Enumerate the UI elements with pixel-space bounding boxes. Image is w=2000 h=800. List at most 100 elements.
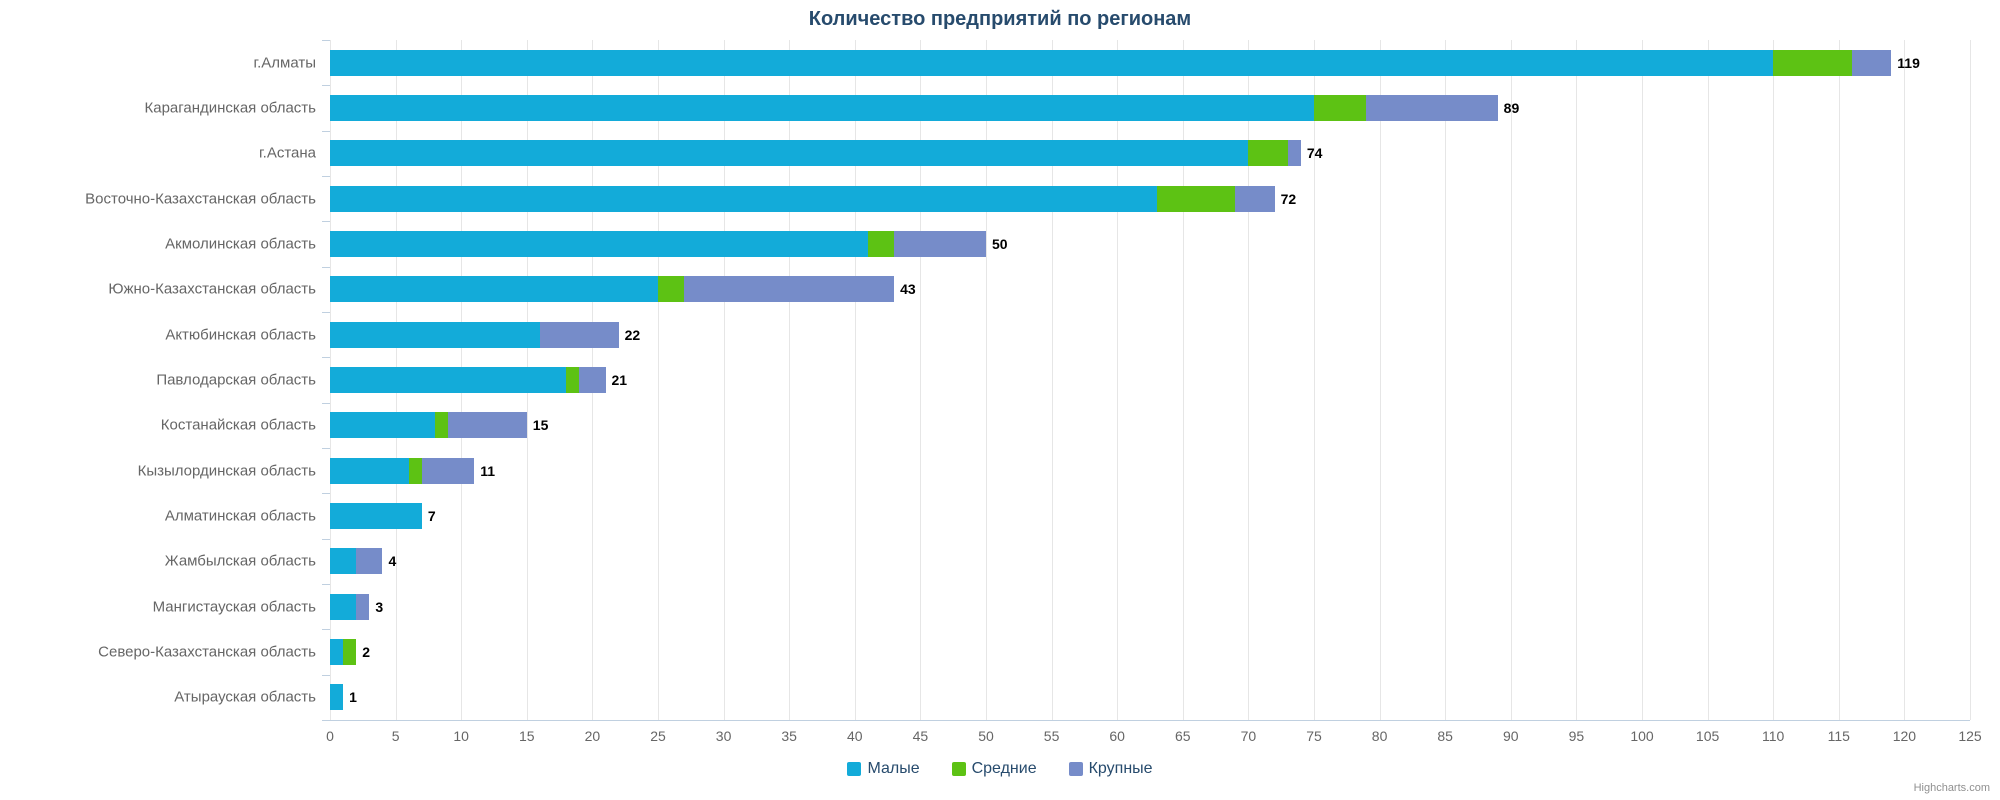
bar-segment[interactable]	[330, 140, 1248, 166]
y-category-label: Южно-Казахстанская область	[6, 281, 316, 298]
y-category-label: Жамбылская область	[6, 553, 316, 570]
legend-item[interactable]: Малые	[847, 760, 919, 778]
y-tick	[322, 85, 330, 86]
x-tick-label: 125	[1958, 728, 1981, 744]
bar-segment[interactable]	[448, 412, 527, 438]
legend-swatch	[1069, 762, 1083, 776]
y-category-label: Восточно-Казахстанская область	[6, 190, 316, 207]
stack-total-label: 7	[428, 508, 436, 524]
bar-segment[interactable]	[894, 231, 986, 257]
gridline	[1773, 40, 1774, 720]
legend-swatch	[847, 762, 861, 776]
bar-segment[interactable]	[1852, 50, 1891, 76]
bar-segment[interactable]	[330, 95, 1314, 121]
gridline	[1642, 40, 1643, 720]
bar-segment[interactable]	[330, 684, 343, 710]
x-tick-label: 60	[1109, 728, 1125, 744]
bar-segment[interactable]	[1288, 140, 1301, 166]
bar-row: 119	[330, 50, 1920, 76]
x-tick-label: 80	[1372, 728, 1388, 744]
y-tick	[322, 267, 330, 268]
bar-row: 21	[330, 367, 627, 393]
bar-segment[interactable]	[330, 231, 868, 257]
x-tick-label: 0	[326, 728, 334, 744]
bar-segment[interactable]	[1314, 95, 1366, 121]
y-category-label: г.Алматы	[6, 54, 316, 71]
bar-segment[interactable]	[330, 412, 435, 438]
stack-total-label: 89	[1504, 100, 1520, 116]
bar-segment[interactable]	[658, 276, 684, 302]
x-tick-label: 85	[1437, 728, 1453, 744]
bar-segment[interactable]	[422, 458, 474, 484]
legend-label: Малые	[867, 760, 919, 778]
x-tick-label: 95	[1569, 728, 1585, 744]
bar-segment[interactable]	[330, 276, 658, 302]
bar-segment[interactable]	[330, 367, 566, 393]
bar-segment[interactable]	[330, 548, 356, 574]
credits-link[interactable]: Highcharts.com	[1914, 782, 1990, 794]
bar-segment[interactable]	[1773, 50, 1852, 76]
bar-segment[interactable]	[1235, 186, 1274, 212]
bar-segment[interactable]	[330, 594, 356, 620]
y-tick	[322, 221, 330, 222]
bar-segment[interactable]	[330, 186, 1157, 212]
x-tick-label: 70	[1241, 728, 1257, 744]
stack-total-label: 22	[625, 327, 641, 343]
y-category-label: Атырауская область	[6, 689, 316, 706]
bar-row: 3	[330, 594, 383, 620]
x-tick-label: 20	[585, 728, 601, 744]
y-tick	[322, 720, 330, 721]
bar-row: 22	[330, 322, 640, 348]
bar-segment[interactable]	[330, 50, 1773, 76]
x-tick-label: 65	[1175, 728, 1191, 744]
y-tick	[322, 629, 330, 630]
x-tick-label: 55	[1044, 728, 1060, 744]
bar-segment[interactable]	[540, 322, 619, 348]
bar-row: 43	[330, 276, 916, 302]
bar-segment[interactable]	[330, 503, 422, 529]
bar-segment[interactable]	[409, 458, 422, 484]
x-tick-label: 35	[781, 728, 797, 744]
stack-total-label: 72	[1281, 191, 1297, 207]
x-tick-label: 30	[716, 728, 732, 744]
y-tick	[322, 176, 330, 177]
y-tick	[322, 357, 330, 358]
bar-segment[interactable]	[330, 639, 343, 665]
bar-segment[interactable]	[1366, 95, 1497, 121]
y-tick	[322, 40, 330, 41]
bar-segment[interactable]	[356, 548, 382, 574]
bar-row: 7	[330, 503, 436, 529]
gridline	[1445, 40, 1446, 720]
bar-segment[interactable]	[330, 458, 409, 484]
bar-row: 15	[330, 412, 548, 438]
legend: Малые Средние Крупные	[0, 760, 2000, 781]
bar-segment[interactable]	[868, 231, 894, 257]
bar-segment[interactable]	[579, 367, 605, 393]
bar-segment[interactable]	[330, 322, 540, 348]
bar-segment[interactable]	[1157, 186, 1236, 212]
legend-label: Крупные	[1089, 760, 1153, 778]
y-tick	[322, 675, 330, 676]
x-tick-label: 90	[1503, 728, 1519, 744]
stack-total-label: 2	[362, 644, 370, 660]
bar-segment[interactable]	[684, 276, 894, 302]
bar-segment[interactable]	[566, 367, 579, 393]
x-tick-label: 40	[847, 728, 863, 744]
bar-row: 2	[330, 639, 370, 665]
y-tick	[322, 403, 330, 404]
bar-segment[interactable]	[435, 412, 448, 438]
bar-segment[interactable]	[1248, 140, 1287, 166]
y-category-label: Актюбинская область	[6, 326, 316, 343]
plot-area: 0510152025303540455055606570758085909510…	[330, 40, 1970, 720]
legend-item[interactable]: Крупные	[1069, 760, 1153, 778]
y-category-label: г.Астана	[6, 145, 316, 162]
legend-item[interactable]: Средние	[952, 760, 1037, 778]
x-tick-label: 50	[978, 728, 994, 744]
x-tick-label: 15	[519, 728, 535, 744]
bar-segment[interactable]	[343, 639, 356, 665]
chart-container: Количество предприятий по регионам 05101…	[0, 0, 2000, 800]
stack-total-label: 15	[533, 417, 549, 433]
gridline	[1839, 40, 1840, 720]
x-tick-label: 10	[453, 728, 469, 744]
bar-segment[interactable]	[356, 594, 369, 620]
